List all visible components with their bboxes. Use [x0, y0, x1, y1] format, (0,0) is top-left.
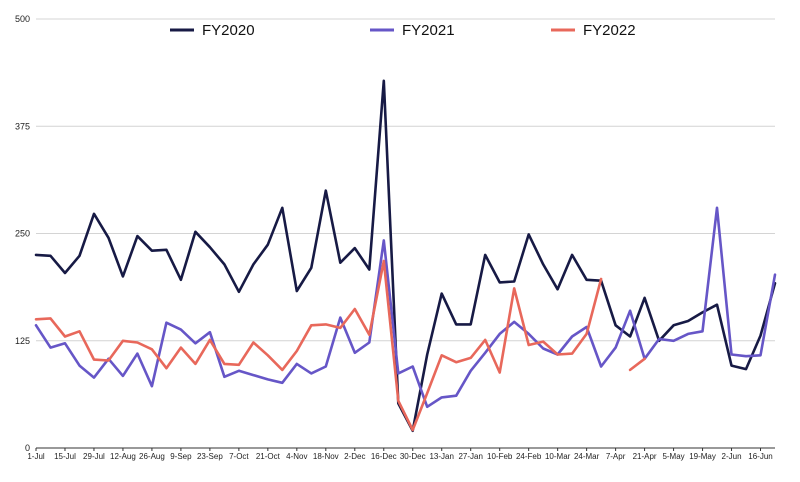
x-tick-label: 10-Mar: [545, 452, 571, 461]
x-tick-label: 15-Jul: [54, 452, 76, 461]
x-tick-label: 13-Jan: [429, 452, 453, 461]
x-tick-label: 30-Dec: [400, 452, 426, 461]
x-tick-label: 2-Dec: [344, 452, 365, 461]
series-lines: [34, 79, 777, 433]
x-tick-label: 16-Jun: [748, 452, 772, 461]
legend-label: FY2021: [402, 22, 455, 39]
legend-label: FY2022: [583, 22, 636, 39]
x-tick-label: 7-Apr: [606, 452, 626, 461]
x-tick-label: 16-Dec: [371, 452, 397, 461]
x-tick-label: 9-Sep: [170, 452, 192, 461]
x-tick-label: 21-Apr: [633, 452, 657, 461]
legend-label: FY2020: [202, 22, 255, 39]
x-tick-label: 24-Mar: [574, 452, 600, 461]
series-line-fy2022: [34, 259, 646, 432]
legend-item-fy2020: FY2020: [170, 22, 255, 39]
x-tick-label: 27-Jan: [458, 452, 482, 461]
x-tick-label: 24-Feb: [516, 452, 542, 461]
x-tick-label: 10-Feb: [487, 452, 513, 461]
x-tick-label: 23-Sep: [197, 452, 223, 461]
x-tick-label: 26-Aug: [139, 452, 165, 461]
x-tick-label: 7-Oct: [229, 452, 249, 461]
y-tick-label: 250: [15, 229, 30, 239]
series-line-fy2021: [34, 206, 777, 409]
x-tick-label: 29-Jul: [83, 452, 105, 461]
legend-item-fy2022: FY2022: [551, 22, 636, 39]
y-tick-label: 375: [15, 121, 30, 131]
legend-item-fy2021: FY2021: [370, 22, 455, 39]
x-tick-label: 4-Nov: [286, 452, 307, 461]
legend: FY2020 FY2021 FY2022: [170, 22, 636, 39]
x-tick-label: 18-Nov: [313, 452, 339, 461]
x-tick-label: 19-May: [689, 452, 716, 461]
x-tick-label: 12-Aug: [110, 452, 136, 461]
x-tick-label: 5-May: [662, 452, 684, 461]
gridlines: [36, 18, 775, 342]
x-tick-label: 2-Jun: [722, 452, 742, 461]
axes: 0 125 250 375 500 1-Jul 15-Jul 29-Jul 12-Aug 26-A…: [15, 14, 775, 461]
y-tick-label: 125: [15, 336, 30, 346]
x-tick-label: 21-Oct: [256, 452, 281, 461]
y-tick-label: 500: [15, 14, 30, 24]
y-tick-label: 0: [25, 443, 30, 453]
series-line-fy2020: [34, 79, 777, 433]
x-tick-label: 1-Jul: [27, 452, 45, 461]
